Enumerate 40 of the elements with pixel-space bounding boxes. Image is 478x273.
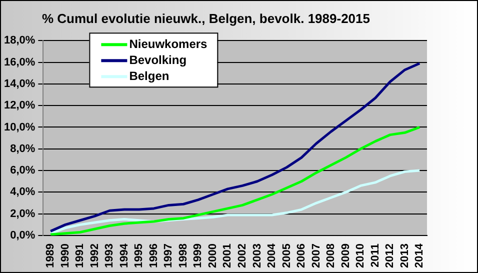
- x-tick-label: 2009: [340, 244, 352, 268]
- y-tick-label: 8,0%: [10, 142, 36, 155]
- x-tick-label: 1993: [104, 244, 116, 268]
- x-tick-label: 1989: [44, 244, 57, 268]
- y-tick-label: 16,0%: [4, 56, 36, 68]
- x-tick-label: 1990: [59, 244, 72, 268]
- x-tick-label: 2001: [222, 244, 234, 268]
- x-tick-label: 2007: [310, 244, 322, 268]
- y-tick-label: 14,0%: [4, 78, 36, 90]
- y-tick-label: 12,0%: [4, 100, 36, 112]
- y-tick-label: 0,0%: [10, 230, 36, 242]
- chart-title: % Cumul evolutie nieuwk., Belgen, bevolk. 1989-2015: [40, 11, 371, 26]
- x-tick-label: 1997: [162, 244, 175, 268]
- legend-label: Belgen: [129, 68, 170, 83]
- x-tick-label: 2004: [266, 242, 278, 268]
- x-tick-label: 2012: [384, 244, 396, 268]
- y-tick-label: 18,0%: [4, 34, 36, 47]
- x-tick-label: 1995: [133, 244, 146, 268]
- x-tick-label: 2003: [251, 244, 264, 268]
- y-tick-label: 10,0%: [4, 121, 36, 134]
- y-tick-label: 2,0%: [10, 208, 36, 220]
- x-tick-label: 1998: [177, 244, 190, 268]
- y-tick-label: 6,0%: [10, 164, 36, 177]
- x-tick-label: 2005: [280, 244, 293, 268]
- legend-label: Nieuwkomers: [129, 36, 208, 51]
- x-tick-label: 2008: [325, 244, 338, 268]
- x-tick-label: 2000: [206, 244, 219, 268]
- y-tick-label: 4,0%: [10, 186, 36, 198]
- x-tick-label: 1992: [88, 244, 101, 268]
- x-tick-label: 2006: [296, 244, 308, 268]
- x-tick-label: 1994: [118, 242, 130, 268]
- x-tick-label: 2002: [236, 244, 249, 268]
- x-tick-label: 1999: [192, 244, 204, 268]
- x-tick-label: 2013: [398, 244, 411, 268]
- x-tick-label: 1996: [148, 244, 160, 268]
- x-tick-label: 2011: [369, 244, 382, 268]
- legend-label: Bevolking: [129, 52, 187, 67]
- x-tick-label: 2010: [354, 244, 367, 268]
- x-tick-label: 1991: [74, 244, 86, 268]
- x-tick-label: 2014: [414, 242, 426, 268]
